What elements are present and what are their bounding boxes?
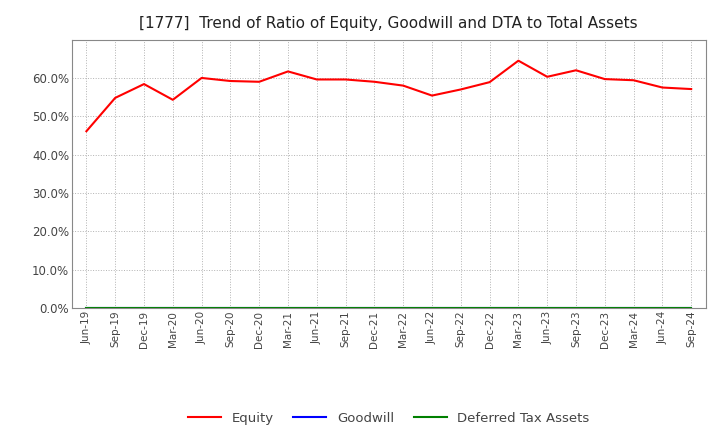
Goodwill	[456, 305, 465, 311]
Deferred Tax Assets	[572, 305, 580, 311]
Deferred Tax Assets	[197, 305, 206, 311]
Deferred Tax Assets	[658, 305, 667, 311]
Equity	[543, 74, 552, 80]
Goodwill	[226, 305, 235, 311]
Equity	[226, 78, 235, 84]
Equity	[514, 58, 523, 63]
Goodwill	[255, 305, 264, 311]
Equity	[341, 77, 350, 82]
Equity	[312, 77, 321, 82]
Goodwill	[82, 305, 91, 311]
Title: [1777]  Trend of Ratio of Equity, Goodwill and DTA to Total Assets: [1777] Trend of Ratio of Equity, Goodwil…	[140, 16, 638, 32]
Equity	[399, 83, 408, 88]
Deferred Tax Assets	[226, 305, 235, 311]
Deferred Tax Assets	[82, 305, 91, 311]
Deferred Tax Assets	[514, 305, 523, 311]
Goodwill	[629, 305, 638, 311]
Equity	[658, 85, 667, 90]
Deferred Tax Assets	[370, 305, 379, 311]
Deferred Tax Assets	[341, 305, 350, 311]
Deferred Tax Assets	[140, 305, 148, 311]
Deferred Tax Assets	[456, 305, 465, 311]
Equity	[284, 69, 292, 74]
Goodwill	[428, 305, 436, 311]
Goodwill	[572, 305, 580, 311]
Goodwill	[140, 305, 148, 311]
Goodwill	[312, 305, 321, 311]
Deferred Tax Assets	[428, 305, 436, 311]
Equity	[456, 87, 465, 92]
Equity	[82, 128, 91, 134]
Line: Equity: Equity	[86, 61, 691, 131]
Goodwill	[600, 305, 609, 311]
Equity	[687, 86, 696, 92]
Equity	[197, 75, 206, 81]
Deferred Tax Assets	[543, 305, 552, 311]
Equity	[140, 81, 148, 87]
Goodwill	[543, 305, 552, 311]
Deferred Tax Assets	[399, 305, 408, 311]
Goodwill	[485, 305, 494, 311]
Goodwill	[341, 305, 350, 311]
Deferred Tax Assets	[111, 305, 120, 311]
Deferred Tax Assets	[255, 305, 264, 311]
Goodwill	[658, 305, 667, 311]
Deferred Tax Assets	[687, 305, 696, 311]
Equity	[111, 95, 120, 100]
Deferred Tax Assets	[485, 305, 494, 311]
Goodwill	[514, 305, 523, 311]
Equity	[370, 79, 379, 84]
Equity	[629, 77, 638, 83]
Goodwill	[370, 305, 379, 311]
Goodwill	[197, 305, 206, 311]
Equity	[572, 68, 580, 73]
Goodwill	[399, 305, 408, 311]
Goodwill	[111, 305, 120, 311]
Goodwill	[168, 305, 177, 311]
Deferred Tax Assets	[312, 305, 321, 311]
Deferred Tax Assets	[168, 305, 177, 311]
Equity	[600, 77, 609, 82]
Equity	[168, 97, 177, 103]
Equity	[255, 79, 264, 84]
Deferred Tax Assets	[629, 305, 638, 311]
Goodwill	[284, 305, 292, 311]
Deferred Tax Assets	[600, 305, 609, 311]
Equity	[428, 93, 436, 98]
Goodwill	[687, 305, 696, 311]
Legend: Equity, Goodwill, Deferred Tax Assets: Equity, Goodwill, Deferred Tax Assets	[183, 407, 595, 430]
Deferred Tax Assets	[284, 305, 292, 311]
Equity	[485, 80, 494, 85]
